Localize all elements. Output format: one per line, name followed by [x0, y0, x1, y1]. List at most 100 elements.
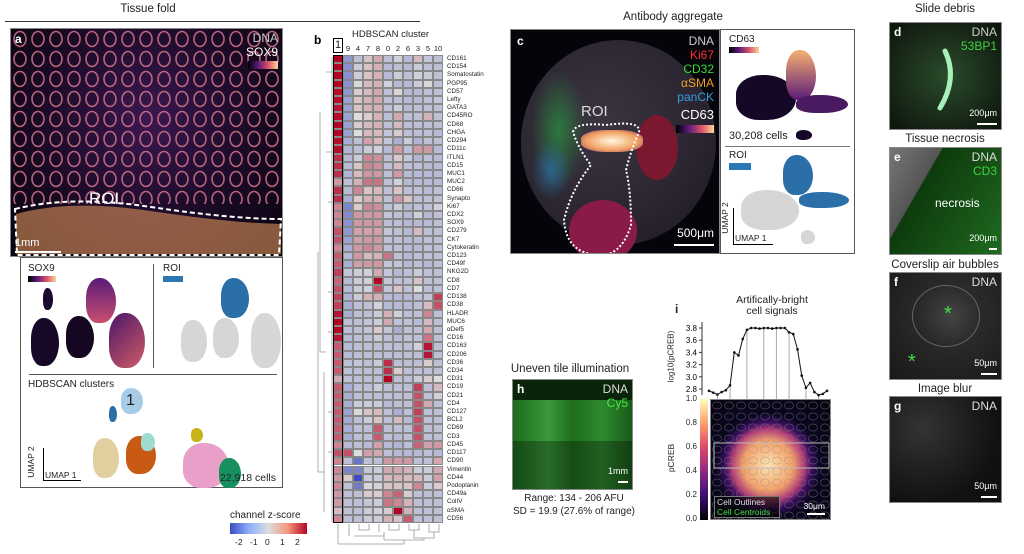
heatmap-cell [373, 432, 383, 441]
heatmap-cell [383, 465, 393, 474]
heatmap-row-label: CD57 [447, 87, 464, 95]
heatmap-cell [393, 284, 403, 294]
heatmap-cell [383, 202, 393, 211]
heatmap-cell [343, 186, 353, 195]
panel-letter-i: i [675, 302, 679, 316]
heatmap-cell [413, 408, 423, 417]
panck-region [531, 140, 571, 200]
umap-cluster [741, 190, 799, 230]
umap-cluster [219, 458, 241, 488]
heatmap-cell [353, 284, 363, 294]
panel-letter-f: f [894, 275, 898, 289]
heatmap-cell [353, 153, 363, 162]
heatmap-cell [363, 301, 373, 310]
heatmap-cell [353, 120, 363, 129]
scale-bar [674, 244, 714, 246]
heatmap-cell [403, 449, 413, 458]
heatmap-row-label: CD161 [447, 55, 467, 62]
heatmap-cell [393, 506, 403, 515]
heatmap-cell [353, 301, 363, 310]
slide-debris-image: d DNA 53BP1 200μm [889, 22, 1002, 130]
heatmap-cell [353, 473, 363, 482]
data-point [711, 391, 715, 394]
heatmap-cell [343, 87, 353, 97]
heatmap-cell [403, 260, 413, 269]
heatmap-cell [393, 96, 403, 105]
heatmap-cell [353, 383, 363, 392]
heatmap-cell [403, 194, 413, 203]
heatmap-cell [383, 416, 393, 425]
heatmap-cell [343, 227, 353, 236]
heatmap-row-label: αSMA [447, 506, 465, 514]
heatmap-cell [373, 178, 383, 187]
heatmap-cell [423, 309, 433, 318]
data-point [720, 390, 723, 394]
heatmap-cell [343, 169, 353, 179]
heatmap-column-label: 2 [395, 44, 401, 53]
heatmap-cell [433, 350, 443, 359]
heatmap-cell [343, 293, 353, 302]
heatmap-cell [343, 260, 353, 269]
heatmap-cell [393, 317, 403, 326]
zscore-tick: 0 [265, 537, 270, 547]
divider [725, 146, 850, 147]
heatmap-cell [393, 145, 403, 154]
heatmap-cell [353, 342, 363, 351]
roi-legend-swatch [729, 163, 751, 170]
heatmap-cell [393, 375, 403, 384]
heatmap-cell [353, 440, 363, 450]
heatmap-cell [343, 194, 353, 203]
heatmap-cell [413, 145, 423, 154]
heatmap-column-label: 1 [333, 38, 343, 53]
heatmap-cell [413, 260, 423, 269]
heatmap-cell [423, 457, 433, 466]
heatmap-cell [403, 79, 413, 88]
heatmap-cell [363, 243, 373, 253]
heatmap-cell [343, 137, 353, 146]
heatmap-cell [393, 219, 403, 228]
heatmap-cell [403, 408, 413, 417]
y-tick-label: 3.8 [686, 324, 698, 333]
heatmap-cell [393, 514, 403, 523]
heatmap-row-label: Lefty [447, 96, 461, 104]
heatmap-cell [363, 449, 373, 458]
heatmap-cell [393, 169, 403, 179]
umap-cluster [221, 278, 249, 318]
data-point [779, 326, 782, 330]
debris-fiber [937, 48, 953, 111]
heatmap-cell [343, 276, 353, 285]
heatmap-title: HDBSCAN cluster [352, 29, 430, 40]
heatmap-cell [403, 252, 413, 261]
heatmap-cell [343, 202, 353, 211]
heatmap-cell [363, 350, 373, 359]
heatmap-cell [343, 112, 353, 121]
heatmap-cell [343, 506, 353, 515]
section-title-tissue-fold: Tissue fold [120, 3, 176, 15]
heatmap-cell [343, 120, 353, 129]
heatmap-cell [363, 137, 373, 146]
heatmap-cell [393, 383, 403, 392]
heatmap-cell [343, 408, 353, 417]
heatmap-cell [363, 317, 373, 326]
heatmap-cell [403, 293, 413, 302]
heatmap-cell [373, 391, 383, 400]
heatmap-cell [363, 112, 373, 121]
heatmap-cell [383, 490, 393, 499]
heatmap-cell [353, 202, 363, 211]
heatmap-cell [413, 153, 423, 162]
roi-label: ROI [89, 189, 120, 208]
heatmap-row-label: CD38 [447, 301, 464, 309]
heatmap-cell [393, 391, 403, 400]
heatmap-cell [413, 481, 423, 491]
heatmap-cell [423, 153, 433, 162]
heatmap-cell [383, 325, 393, 335]
heatmap-cell [343, 375, 353, 384]
data-point [741, 337, 745, 341]
channel-dna: DNA [971, 275, 997, 289]
heatmap-cell [433, 235, 443, 244]
heatmap-row-label: CD294 [447, 137, 467, 145]
heatmap-cell [423, 202, 433, 211]
heatmap-cell [363, 71, 373, 80]
heatmap-cell [383, 383, 393, 392]
